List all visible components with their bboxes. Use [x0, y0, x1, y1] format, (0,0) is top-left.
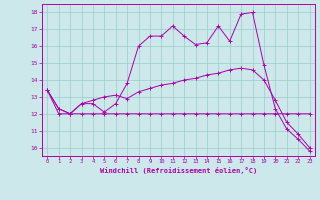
X-axis label: Windchill (Refroidissement éolien,°C): Windchill (Refroidissement éolien,°C): [100, 167, 257, 174]
